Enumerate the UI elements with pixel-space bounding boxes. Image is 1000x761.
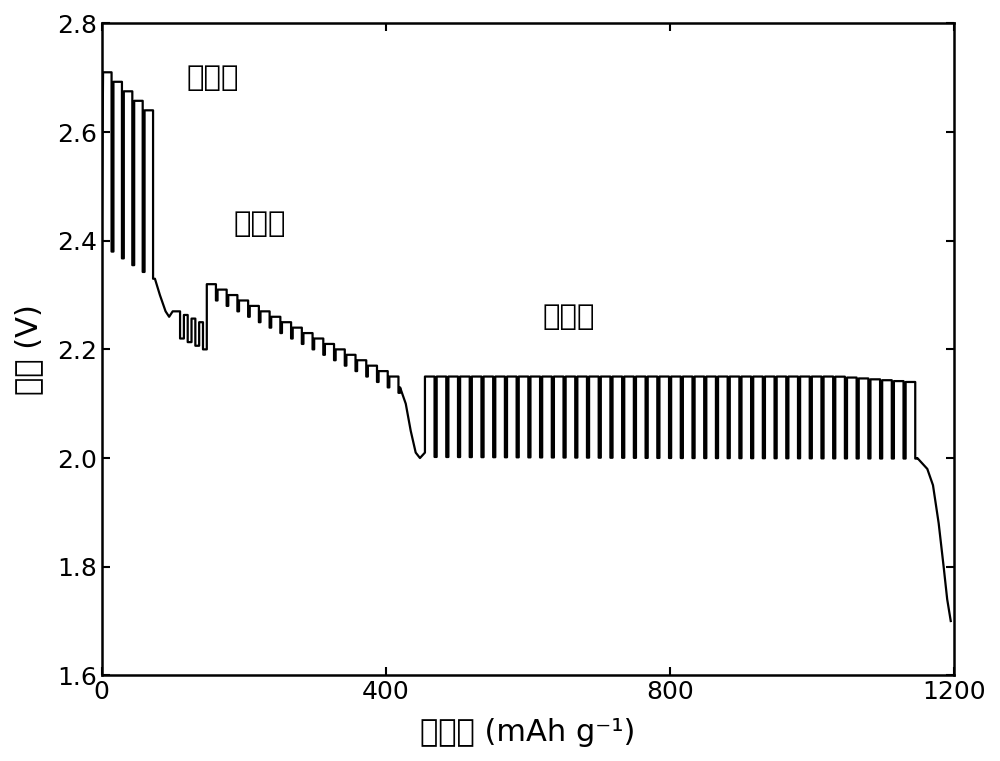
Text: 一平台: 一平台 (187, 64, 239, 92)
Text: 三平台: 三平台 (542, 303, 595, 331)
Text: 二平台: 二平台 (233, 210, 286, 238)
X-axis label: 比容量 (mAh g⁻¹): 比容量 (mAh g⁻¹) (420, 718, 636, 747)
Y-axis label: 电压 (V): 电压 (V) (14, 304, 43, 395)
